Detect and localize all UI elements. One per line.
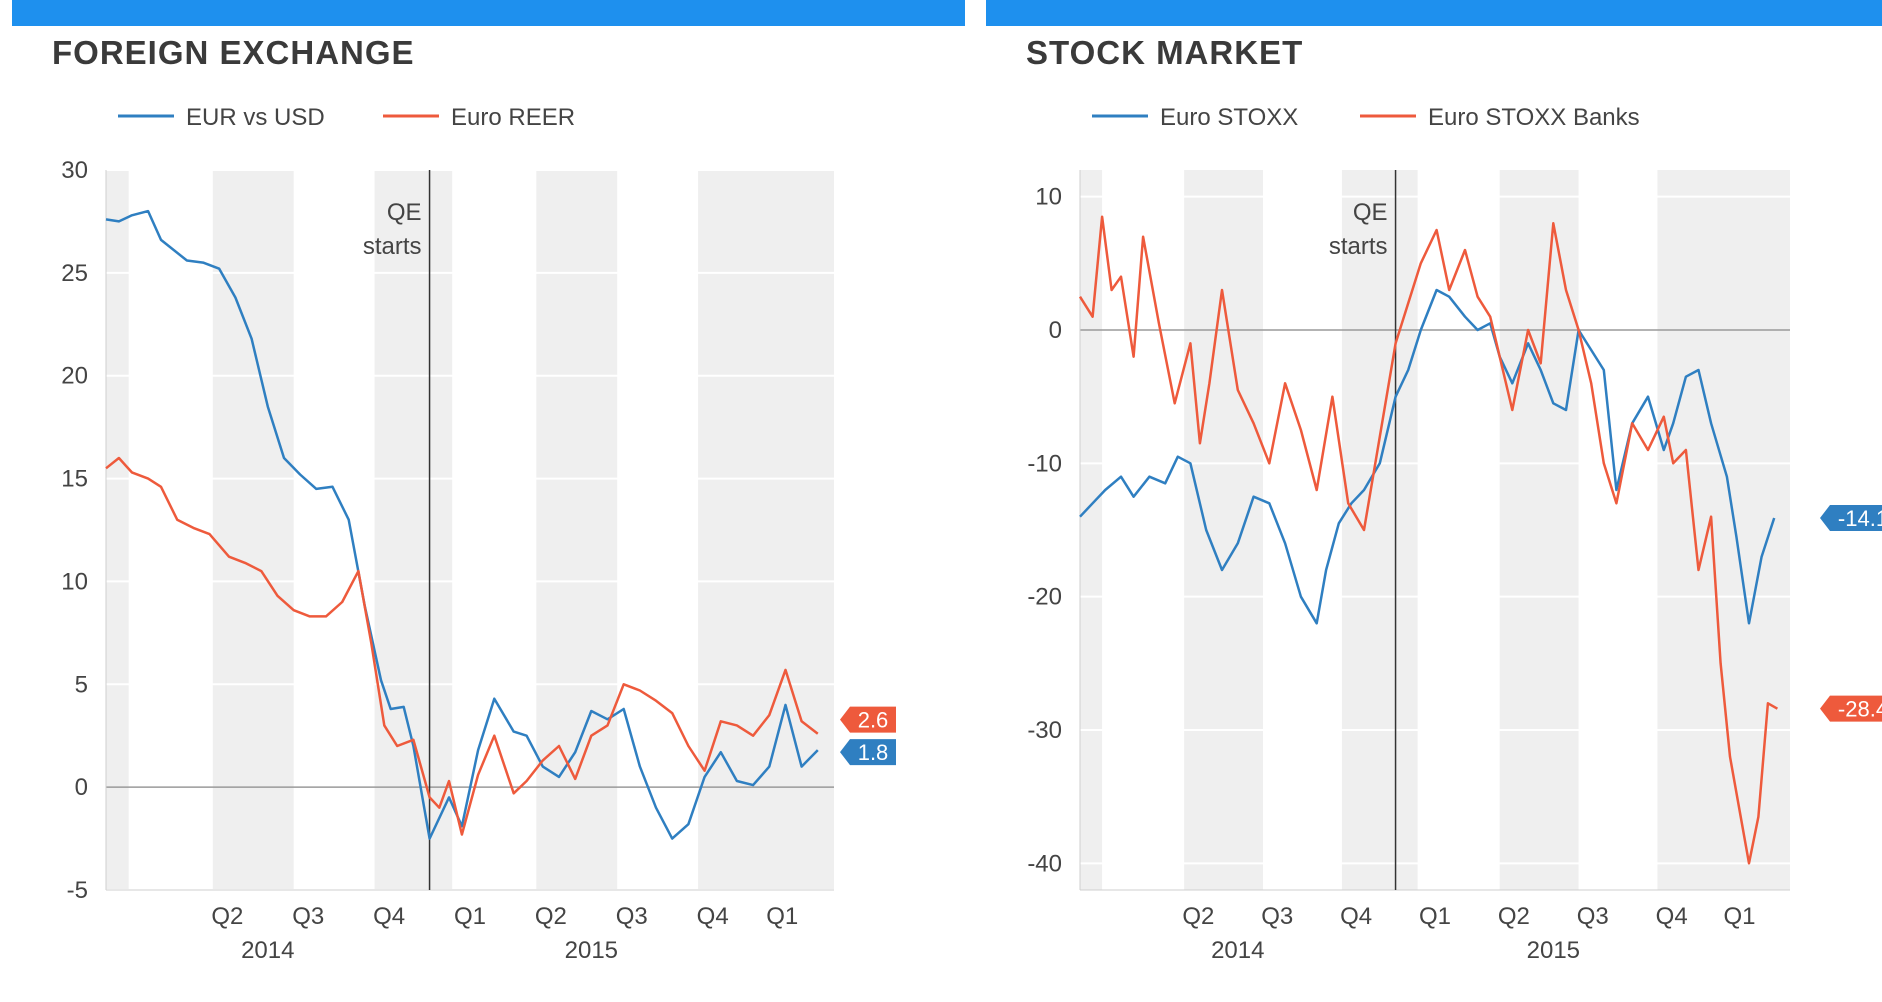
qe-label: QE [387,199,422,226]
x-tick-label: Q2 [211,903,243,930]
x-tick-label: Q3 [616,903,648,930]
fx-chart-title: FOREIGN EXCHANGE [52,34,415,71]
quarter-band [106,170,129,890]
top-bar-right [986,0,1882,26]
y-tick-label: -5 [67,877,88,904]
y-tick-label: 0 [1049,317,1062,344]
x-tick-label: Q1 [454,903,486,930]
quarter-band [536,170,618,890]
y-tick-label: 15 [61,466,88,493]
series-line-eur-vs-usd [105,209,819,840]
end-label-tag [840,739,896,766]
x-tick-label: Q3 [292,903,324,930]
end-label-value: -14.1 [1838,506,1882,531]
y-tick-label: 10 [1035,184,1062,211]
quarter-band [698,170,834,890]
quarter-band [1341,170,1418,890]
end-label-tag [1820,695,1882,722]
x-tick-label: Q4 [373,903,405,930]
y-tick-label: -40 [1027,850,1062,877]
stock-chart-title: STOCK MARKET [1026,34,1304,71]
qe-label-starts: starts [1329,233,1388,260]
x-tick-label: Q3 [1577,903,1609,930]
quarter-band [1184,170,1264,890]
x-tick-label: Q1 [766,903,798,930]
stock-chart: 10 0 -10 -20 -30 -40 Q2 Q3 Q4 Q1 Q2 Q3 Q4 Q1 2014 2015 Q… [1027,104,1882,964]
end-label-value: 2.6 [858,708,889,733]
year-label: 2015 [565,937,618,964]
legend-label: Euro STOXX Banks [1428,104,1640,131]
year-label: 2015 [1527,937,1580,964]
y-tick-label: 20 [61,363,88,390]
x-tick-label: Q4 [1656,903,1688,930]
end-label-tag [840,706,896,733]
legend-label: EUR vs USD [186,104,325,131]
legend-label: Euro STOXX [1160,104,1298,131]
year-label: 2014 [1211,937,1264,964]
quarter-band [212,170,294,890]
qe-label-starts: starts [363,233,422,260]
end-label-tag [1820,505,1882,531]
legend-label: Euro REER [451,104,575,131]
quarter-band [1080,170,1103,890]
x-tick-label: Q4 [697,903,729,930]
y-tick-label: -10 [1027,450,1062,477]
end-label-value: 1.8 [858,740,889,765]
quarter-band [1657,170,1790,890]
series-line-euro-stoxx-banks [1078,215,1779,865]
x-tick-label: Q2 [535,903,567,930]
end-label-value: -28.4 [1838,697,1882,722]
y-tick-label: 0 [75,774,88,801]
qe-label: QE [1353,199,1388,226]
y-tick-label: -30 [1027,717,1062,744]
x-tick-label: Q2 [1498,903,1530,930]
x-tick-label: Q2 [1182,903,1214,930]
x-tick-label: Q1 [1419,903,1451,930]
top-bar-left [12,0,965,26]
y-tick-label: 5 [75,671,88,698]
y-tick-label: -20 [1027,584,1062,611]
x-tick-label: Q4 [1340,903,1372,930]
y-tick-label: 10 [61,568,88,595]
x-tick-label: Q3 [1261,903,1293,930]
x-tick-label: Q1 [1724,903,1756,930]
y-tick-label: 30 [61,157,88,184]
year-label: 2014 [241,937,294,964]
quarter-band [374,170,453,890]
quarter-band [1499,170,1579,890]
y-tick-label: 25 [61,260,88,287]
series-line-euro-reer [105,456,819,836]
